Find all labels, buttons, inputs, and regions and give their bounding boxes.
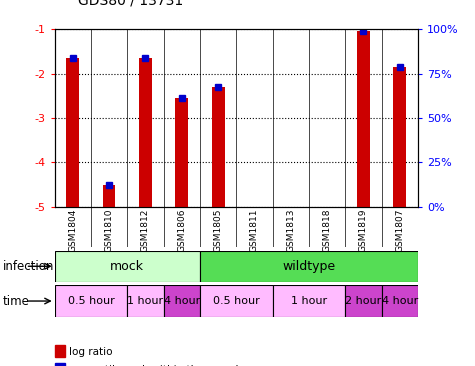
Bar [66, 58, 79, 207]
Bar [273, 285, 345, 317]
Bar [175, 98, 188, 207]
Text: 1 hour: 1 hour [127, 296, 163, 306]
Bar [139, 58, 152, 207]
Bar [127, 285, 163, 317]
Bar [55, 251, 200, 282]
Text: GSM1813: GSM1813 [286, 209, 295, 252]
Text: GSM1810: GSM1810 [104, 209, 114, 252]
Text: 0.5 hour: 0.5 hour [213, 296, 260, 306]
Text: infection: infection [2, 260, 54, 273]
Text: GSM1806: GSM1806 [177, 209, 186, 252]
Bar [200, 251, 418, 282]
Bar [381, 285, 418, 317]
Text: GDS80 / 13731: GDS80 / 13731 [78, 0, 184, 7]
Text: time: time [2, 295, 29, 307]
Text: log ratio: log ratio [69, 347, 113, 357]
Text: 1 hour: 1 hour [291, 296, 327, 306]
Text: GSM1811: GSM1811 [250, 209, 259, 252]
Text: 4 hour: 4 hour [164, 296, 200, 306]
Text: GSM1819: GSM1819 [359, 209, 368, 252]
Bar [345, 285, 381, 317]
Text: GSM1805: GSM1805 [214, 209, 223, 252]
Text: mock: mock [110, 260, 144, 273]
Text: GSM1807: GSM1807 [395, 209, 404, 252]
Text: GSM1804: GSM1804 [68, 209, 77, 252]
Text: 0.5 hour: 0.5 hour [67, 296, 114, 306]
Text: 2 hour: 2 hour [345, 296, 381, 306]
Bar [163, 285, 200, 317]
Bar [55, 285, 127, 317]
Bar [357, 31, 370, 207]
Bar [393, 67, 406, 207]
Text: wildtype: wildtype [283, 260, 335, 273]
Text: GSM1818: GSM1818 [323, 209, 332, 252]
Bar [103, 184, 115, 207]
Text: percentile rank within the sample: percentile rank within the sample [69, 365, 245, 366]
Text: GSM1812: GSM1812 [141, 209, 150, 252]
Bar [200, 285, 273, 317]
Bar [212, 87, 225, 207]
Text: 4 hour: 4 hour [382, 296, 418, 306]
